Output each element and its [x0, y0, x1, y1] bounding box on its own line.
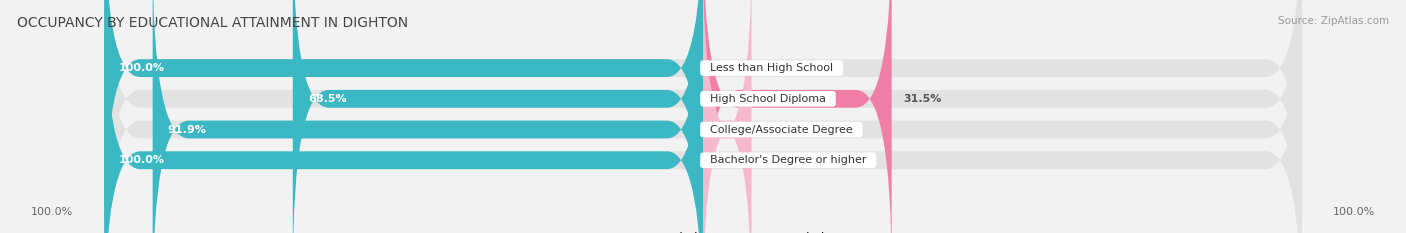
- Text: 8.1%: 8.1%: [763, 124, 794, 134]
- Text: 68.5%: 68.5%: [308, 94, 346, 104]
- Text: 31.5%: 31.5%: [904, 94, 942, 104]
- Text: 100.0%: 100.0%: [120, 155, 165, 165]
- Text: 100.0%: 100.0%: [120, 63, 165, 73]
- Text: 0.0%: 0.0%: [716, 155, 745, 165]
- FancyBboxPatch shape: [104, 0, 1302, 233]
- Text: High School Diploma: High School Diploma: [703, 94, 832, 104]
- Text: Source: ZipAtlas.com: Source: ZipAtlas.com: [1278, 16, 1389, 26]
- FancyBboxPatch shape: [104, 0, 1302, 233]
- Text: Less than High School: Less than High School: [703, 63, 841, 73]
- FancyBboxPatch shape: [104, 0, 1302, 233]
- Text: 91.9%: 91.9%: [167, 124, 207, 134]
- Text: College/Associate Degree: College/Associate Degree: [703, 124, 859, 134]
- Text: 100.0%: 100.0%: [1333, 207, 1375, 217]
- FancyBboxPatch shape: [292, 0, 703, 233]
- Legend: Owner-occupied, Renter-occupied: Owner-occupied, Renter-occupied: [576, 228, 830, 233]
- FancyBboxPatch shape: [153, 0, 703, 233]
- FancyBboxPatch shape: [104, 0, 703, 233]
- Text: 0.0%: 0.0%: [716, 63, 745, 73]
- Text: 100.0%: 100.0%: [31, 207, 73, 217]
- Text: Bachelor's Degree or higher: Bachelor's Degree or higher: [703, 155, 873, 165]
- FancyBboxPatch shape: [104, 0, 1302, 233]
- FancyBboxPatch shape: [104, 0, 703, 233]
- Text: OCCUPANCY BY EDUCATIONAL ATTAINMENT IN DIGHTON: OCCUPANCY BY EDUCATIONAL ATTAINMENT IN D…: [17, 16, 408, 30]
- FancyBboxPatch shape: [703, 0, 751, 233]
- FancyBboxPatch shape: [703, 0, 891, 233]
